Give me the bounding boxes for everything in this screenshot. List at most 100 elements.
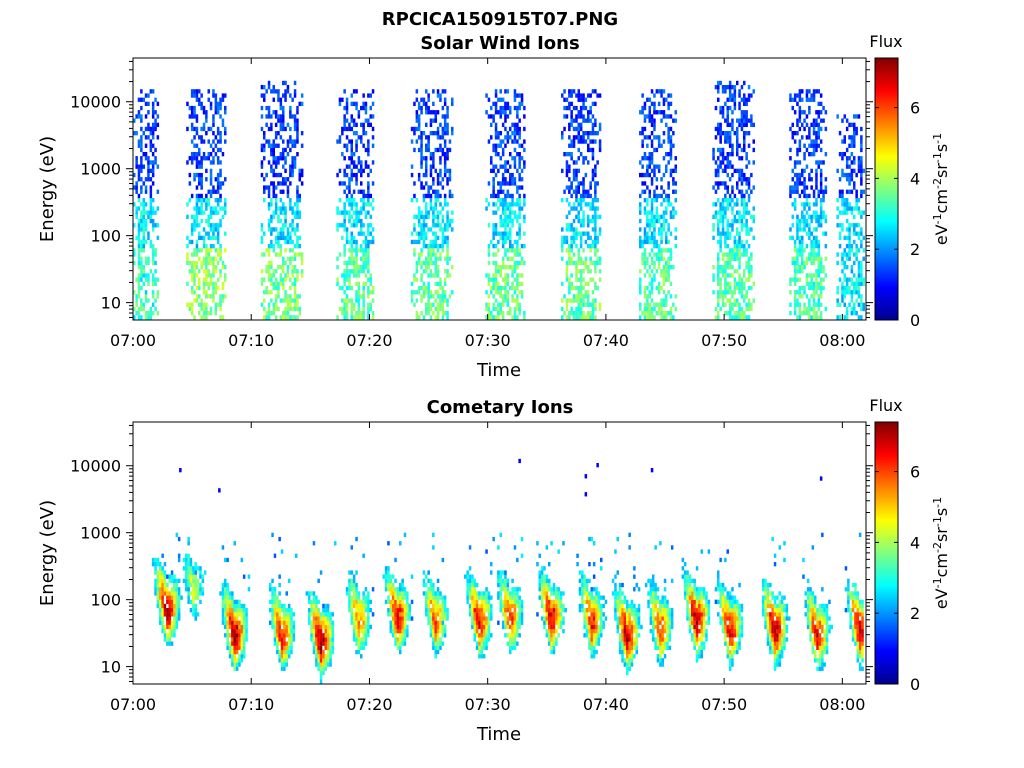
flux-cell <box>810 277 813 282</box>
flux-cell <box>212 156 215 161</box>
flux-cell <box>724 265 727 270</box>
flux-cell <box>860 260 863 266</box>
flux-cell <box>451 227 454 232</box>
flux-cell <box>159 587 162 592</box>
flux-cell <box>499 294 503 299</box>
flux-cell <box>221 582 225 588</box>
flux-cell <box>137 143 141 148</box>
flux-cell <box>591 227 595 232</box>
flux-cell <box>740 168 744 174</box>
flux-cell <box>159 616 162 621</box>
flux-cell <box>144 135 148 140</box>
flux-cell <box>506 235 510 241</box>
flux-cell <box>717 172 720 178</box>
flux-cell <box>429 152 433 157</box>
flux-cell <box>497 198 500 203</box>
flux-cell <box>653 235 656 241</box>
flux-cell <box>289 298 292 303</box>
flux-cell <box>228 649 232 655</box>
flux-cell <box>669 265 673 270</box>
flux-cell <box>357 269 361 274</box>
flux-cell <box>584 118 588 123</box>
flux-cell <box>728 256 732 261</box>
flux-cell <box>724 198 727 203</box>
flux-cell <box>646 172 649 178</box>
flux-cell <box>719 139 722 144</box>
flux-cell <box>736 244 739 249</box>
flux-cell <box>369 105 373 111</box>
flux-cell <box>738 248 741 253</box>
flux-cell <box>504 181 507 186</box>
flux-cell <box>362 198 365 203</box>
flux-cell <box>207 294 211 299</box>
flux-cell <box>738 231 741 236</box>
flux-cell <box>413 223 416 228</box>
flux-cell <box>643 172 647 178</box>
flux-cell <box>427 248 430 253</box>
flux-cell <box>137 164 141 169</box>
flux-cell <box>168 612 172 617</box>
flux-cell <box>446 156 449 161</box>
flux-cell <box>646 311 649 316</box>
flux-cell <box>712 277 715 282</box>
flux-cell <box>838 277 842 282</box>
flux-cell <box>195 285 199 291</box>
flux-cell <box>271 620 274 625</box>
flux-cell <box>490 277 493 282</box>
flux-cell <box>728 80 732 86</box>
flux-cell <box>721 231 725 236</box>
flux-cell <box>345 164 349 169</box>
flux-cell <box>577 231 581 236</box>
flux-cell <box>212 210 215 215</box>
flux-cell <box>497 231 500 236</box>
flux-cell <box>728 273 732 278</box>
flux-cell <box>518 223 521 228</box>
flux-cell <box>662 218 666 224</box>
flux-cell <box>355 265 358 270</box>
flux-cell <box>731 248 734 253</box>
flux-cell <box>717 227 720 232</box>
flux-cell <box>726 185 730 190</box>
flux-cell <box>341 152 344 157</box>
flux-cell <box>791 177 795 182</box>
flux-cell <box>674 306 678 312</box>
flux-cell <box>660 306 663 312</box>
flux-cell <box>575 206 578 211</box>
flux-cell <box>343 118 346 123</box>
flux-cell <box>413 214 416 220</box>
flux-cell <box>200 135 203 140</box>
flux-cell <box>216 277 220 282</box>
flux-cell <box>291 97 294 102</box>
flux-cell <box>745 260 748 266</box>
flux-cell <box>448 147 452 153</box>
flux-cell <box>168 599 172 605</box>
flux-cell <box>660 185 663 190</box>
flux-cell <box>819 265 823 270</box>
flux-cell <box>860 231 863 236</box>
flux-cell <box>228 641 232 646</box>
flux-cell <box>506 89 510 94</box>
flux-cell <box>836 214 839 220</box>
flux-cell <box>582 198 585 203</box>
flux-cell <box>646 302 649 307</box>
flux-cell <box>195 97 199 102</box>
flux-cell <box>721 298 725 303</box>
flux-cell <box>577 306 581 312</box>
flux-cell <box>724 101 727 107</box>
flux-cell <box>439 252 442 257</box>
flux-cell <box>147 277 150 282</box>
flux-cell <box>850 265 854 270</box>
flux-cell <box>277 235 280 241</box>
flux-cell <box>733 285 737 291</box>
flux-cell <box>857 302 861 307</box>
flux-cell <box>436 126 440 132</box>
flux-cell <box>509 164 512 169</box>
flux-cell <box>291 160 294 165</box>
flux-cell <box>665 193 668 199</box>
flux-cell <box>646 210 649 215</box>
flux-cell <box>286 185 290 190</box>
flux-cell <box>509 311 512 316</box>
flux-cell <box>819 206 823 211</box>
flux-cell <box>144 277 148 282</box>
flux-cell <box>824 231 828 236</box>
